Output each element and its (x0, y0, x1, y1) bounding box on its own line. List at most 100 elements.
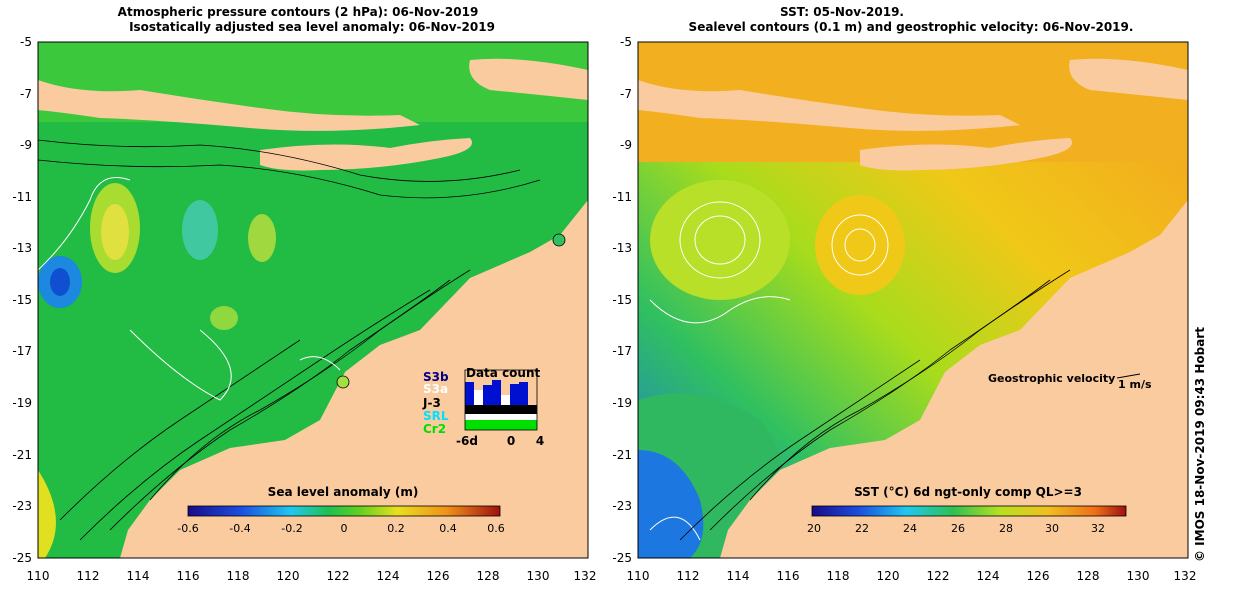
sst-colorbar: SST (°C) 6d ngt-only comp QL>=3 20 22 24… (807, 485, 1127, 535)
sla-colorbar-tick: -0.4 (229, 522, 250, 535)
tide-gauge-marker (336, 375, 350, 389)
sst-field (638, 42, 1188, 558)
y-tick-label: -9 (20, 138, 32, 152)
y-tick-label: -11 (612, 190, 632, 204)
y-tick-label: -19 (612, 396, 632, 410)
pressure-contours (38, 139, 541, 541)
y-tick-label: -25 (12, 551, 32, 565)
right-title-line1: SST: 05-Nov-2019. (780, 5, 904, 19)
right-title-line2: Sealevel contours (0.1 m) and geostrophi… (689, 20, 1134, 34)
y-tick-label: -17 (612, 344, 632, 358)
y-tick-label: -11 (12, 190, 32, 204)
x-tick-label: 112 (77, 569, 100, 583)
y-tick-label: -21 (612, 448, 632, 462)
sla-field (38, 42, 588, 558)
x-tick-label: 132 (574, 569, 597, 583)
x-tick-label: 122 (927, 569, 950, 583)
inset-label-s3a: S3a (423, 382, 448, 396)
y-tick-label: -5 (620, 35, 632, 49)
inset-tick: 0 (507, 434, 515, 448)
left-map-frame (37, 41, 589, 559)
right-y-axis: -5 -7 -9 -11 -13 -15 -17 -19 -21 -23 -25 (612, 35, 632, 565)
sla-colorbar-tick: -0.6 (177, 522, 198, 535)
data-count-inset: Data count S3b S3a J-3 SRL Cr2 -6d (422, 366, 544, 448)
y-tick-label: -17 (12, 344, 32, 358)
sla-white-contours (38, 177, 341, 401)
velocity-legend-unit: 1 m/s (1118, 378, 1152, 391)
y-tick-label: -7 (20, 87, 32, 101)
right-x-axis: 110 112 114 116 118 120 122 124 126 128 … (627, 569, 1197, 583)
inset-tick: -6d (456, 434, 478, 448)
y-tick-label: -13 (612, 241, 632, 255)
imos-credit: © IMOS 18-Nov-2019 09:43 Hobart (1193, 327, 1207, 562)
x-tick-label: 114 (727, 569, 750, 583)
x-tick-label: 112 (677, 569, 700, 583)
x-tick-label: 120 (277, 569, 300, 583)
sla-colorbar-tick: 0 (341, 522, 348, 535)
inset-label-s3b: S3b (423, 370, 449, 384)
velocity-legend: Geostrophic velocity 1 m/s (988, 372, 1152, 391)
sst-colorbar-tick: 30 (1045, 522, 1059, 535)
inset-label-srl: SRL (423, 409, 449, 423)
x-tick-label: 130 (527, 569, 550, 583)
left-map-panel: Atmospheric pressure contours (2 hPa): 0… (12, 5, 596, 583)
x-tick-label: 110 (627, 569, 650, 583)
x-tick-label: 118 (227, 569, 250, 583)
x-tick-label: 110 (27, 569, 50, 583)
sst-eddy (650, 180, 790, 300)
inset-label-cr2: Cr2 (423, 422, 446, 436)
x-tick-label: 126 (427, 569, 450, 583)
sla-colorbar-tick: 0.2 (387, 522, 405, 535)
left-x-axis: 110 112 114 116 118 120 122 124 126 128 … (27, 569, 597, 583)
sla-colorbar-tick: -0.2 (281, 522, 302, 535)
tide-gauge-marker (552, 233, 566, 247)
y-tick-label: -25 (612, 551, 632, 565)
sst-colorbar-tick: 24 (903, 522, 917, 535)
left-title-line2: Isostatically adjusted sea level anomaly… (129, 20, 495, 34)
velocity-arrow-icon (1116, 373, 1141, 379)
java-island (638, 80, 1020, 131)
inset-tick: 4 (536, 434, 544, 448)
y-tick-label: -13 (12, 241, 32, 255)
inset-bars (464, 369, 538, 431)
y-tick-label: -15 (12, 293, 32, 307)
right-map-panel: SST: 05-Nov-2019. Sealevel contours (0.1… (612, 5, 1196, 583)
y-tick-label: -19 (12, 396, 32, 410)
x-tick-label: 130 (1127, 569, 1150, 583)
x-tick-label: 124 (377, 569, 400, 583)
sst-colorbar-tick: 26 (951, 522, 965, 535)
x-tick-label: 124 (977, 569, 1000, 583)
y-tick-label: -23 (12, 499, 32, 513)
bathymetry-contours (679, 269, 1071, 541)
velocity-legend-label: Geostrophic velocity (988, 372, 1115, 385)
y-tick-label: -23 (612, 499, 632, 513)
x-tick-label: 120 (877, 569, 900, 583)
y-tick-label: -7 (620, 87, 632, 101)
sst-colorbar-title: SST (°C) 6d ngt-only comp QL>=3 (854, 485, 1082, 499)
y-tick-label: -15 (612, 293, 632, 307)
sla-colorbar-title: Sea level anomaly (m) (268, 485, 419, 499)
left-title-line1: Atmospheric pressure contours (2 hPa): 0… (118, 5, 479, 19)
x-tick-label: 128 (477, 569, 500, 583)
sla-colorbar: Sea level anomaly (m) -0.6 -0.4 -0.2 0 0… (177, 485, 504, 535)
inset-label-j3: J-3 (422, 396, 441, 410)
sst-colorbar-tick: 28 (999, 522, 1013, 535)
timor-island (860, 138, 1072, 171)
sst-colorbar-tick: 20 (807, 522, 821, 535)
x-tick-label: 114 (127, 569, 150, 583)
y-tick-label: -5 (20, 35, 32, 49)
inset-title: Data count (466, 366, 541, 380)
x-tick-label: 118 (827, 569, 850, 583)
y-tick-label: -21 (12, 448, 32, 462)
sst-colorbar-tick: 22 (855, 522, 869, 535)
australia-landmass (120, 200, 588, 558)
x-tick-label: 116 (777, 569, 800, 583)
sealevel-contours (649, 201, 889, 541)
left-y-axis: -5 -7 -9 -11 -13 -15 -17 -19 -21 -23 -25 (12, 35, 32, 565)
x-tick-label: 122 (327, 569, 350, 583)
sla-colorbar-tick: 0.6 (487, 522, 505, 535)
australia-landmass (720, 200, 1188, 558)
y-tick-label: -9 (620, 138, 632, 152)
sla-colorbar-tick: 0.4 (439, 522, 457, 535)
